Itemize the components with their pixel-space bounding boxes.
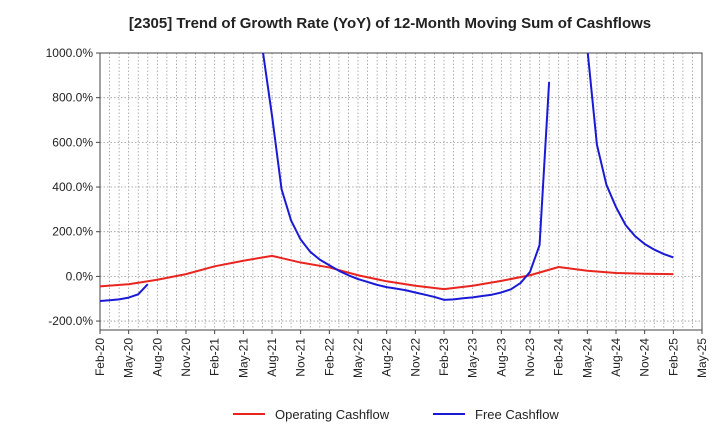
x-tick-label: May-20	[122, 338, 136, 378]
x-tick-label: May-21	[236, 338, 250, 378]
x-tick-label: Aug-22	[380, 338, 394, 377]
x-tick-label: May-22	[351, 338, 365, 378]
x-tick-label: May-23	[466, 338, 480, 378]
x-tick-label: Aug-24	[609, 338, 623, 377]
x-tick-label: Nov-21	[294, 338, 308, 377]
x-tick-label: Nov-24	[638, 338, 652, 377]
chart-title: [2305] Trend of Growth Rate (YoY) of 12-…	[129, 15, 651, 32]
x-tick-label: Feb-22	[322, 338, 336, 376]
series-line-free-cashflow	[262, 53, 551, 301]
series-line-free-cashflow	[586, 53, 674, 259]
x-tick-label: May-25	[695, 338, 709, 378]
y-tick-label: 800.0%	[52, 91, 93, 105]
plot-frame	[99, 52, 703, 331]
y-tick-label: 600.0%	[52, 135, 93, 149]
series-line-free-cashflow	[100, 283, 149, 302]
x-tick-label: Nov-20	[179, 338, 193, 377]
x-tick-label: May-24	[580, 338, 594, 378]
x-tick-label: Aug-23	[494, 338, 508, 377]
y-tick-label: 1000.0%	[46, 46, 94, 60]
x-tick-label: Nov-22	[408, 338, 422, 377]
axes: -200.0% 0.0% 200.0% 400.0% 600.0% 800.0% 1000.…	[46, 46, 709, 378]
y-tick-label: 200.0%	[52, 225, 93, 239]
legend: Operating Cashflow Free Cashflow	[233, 407, 559, 422]
series-line-operating-cashflow	[100, 254, 674, 291]
grid	[99, 52, 703, 330]
x-tick-label: Nov-23	[523, 338, 537, 377]
x-tick-label: Feb-21	[208, 338, 222, 376]
legend-label-free-cashflow: Free Cashflow	[475, 407, 559, 422]
y-tick-label: 0.0%	[66, 269, 94, 283]
y-tick-label: 400.0%	[52, 180, 93, 194]
x-tick-label: Feb-25	[666, 338, 680, 376]
series-layer	[100, 53, 674, 302]
x-tick-label: Feb-23	[437, 338, 451, 376]
x-tick-label: Aug-21	[265, 338, 279, 377]
x-tick-label: Feb-24	[552, 338, 566, 376]
legend-label-operating-cashflow: Operating Cashflow	[275, 407, 390, 422]
x-tick-label: Aug-20	[150, 338, 164, 377]
x-tick-label: Feb-20	[93, 338, 107, 376]
y-tick-label: -200.0%	[48, 314, 93, 328]
